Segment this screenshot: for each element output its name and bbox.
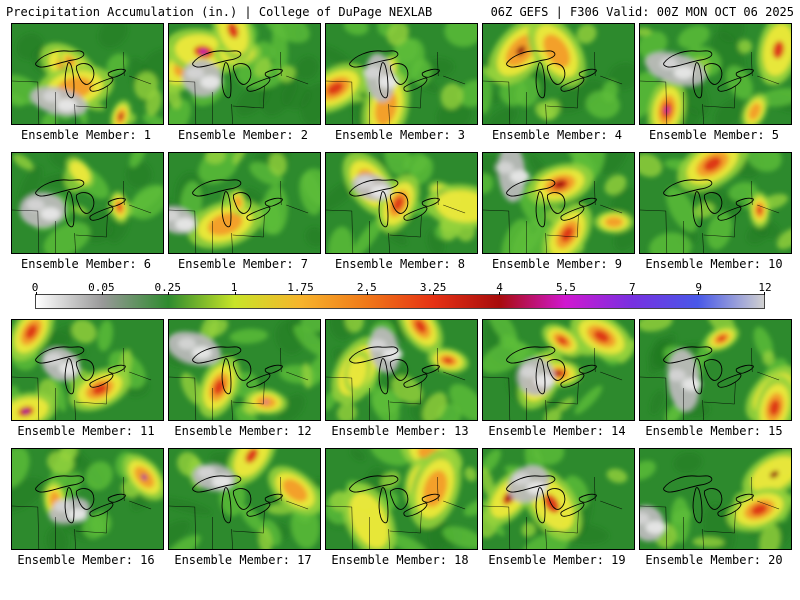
scale-label: 7 <box>628 281 636 294</box>
ensemble-panel-17: Ensemble Member: 17 <box>167 448 321 567</box>
color-scale-labels: 0 0.05 0.25 1 1.75 2.5 3.25 4 5.5 7 9 12 <box>31 281 772 294</box>
ensemble-member-label-11: Ensemble Member: 11 <box>17 424 155 438</box>
precip-map-16 <box>10 448 164 550</box>
color-scale: 0 0.05 0.25 1 1.75 2.5 3.25 4 5.5 7 9 12 <box>31 281 772 309</box>
precip-map-4 <box>481 23 635 125</box>
precip-map-14 <box>481 319 635 421</box>
scale-tick <box>499 292 501 295</box>
ensemble-panel-15: Ensemble Member: 15 <box>638 319 792 438</box>
ensemble-member-label-13: Ensemble Member: 13 <box>331 424 469 438</box>
ensemble-member-label-4: Ensemble Member: 4 <box>491 128 623 142</box>
scale-tick <box>764 292 765 295</box>
precip-map-9 <box>481 152 635 254</box>
ensemble-member-label-12: Ensemble Member: 12 <box>174 424 312 438</box>
ensemble-panel-5: Ensemble Member: 5 <box>638 23 792 142</box>
ensemble-panel-11: Ensemble Member: 11 <box>10 319 164 438</box>
ensemble-panel-19: Ensemble Member: 19 <box>481 448 635 567</box>
scale-tick <box>234 292 236 295</box>
precip-map-6 <box>10 152 164 254</box>
scale-label: 0.25 <box>154 281 181 294</box>
ensemble-member-label-20: Ensemble Member: 20 <box>645 553 783 567</box>
scale-label: 4 <box>496 281 503 294</box>
scale-label: 1.75 <box>287 281 314 294</box>
ensemble-member-label-17: Ensemble Member: 17 <box>174 553 312 567</box>
ensemble-member-label-19: Ensemble Member: 19 <box>488 553 626 567</box>
precip-map-20 <box>638 448 792 550</box>
precip-map-5 <box>638 23 792 125</box>
scale-tick <box>631 292 633 295</box>
color-scale-bar <box>35 292 765 309</box>
ensemble-panel-12: Ensemble Member: 12 <box>167 319 321 438</box>
scale-tick <box>433 292 435 295</box>
ensemble-panel-4: Ensemble Member: 4 <box>481 23 635 142</box>
precip-map-2 <box>167 23 321 125</box>
precip-map-3 <box>324 23 478 125</box>
scale-label: 2.5 <box>356 281 377 294</box>
ensemble-member-label-5: Ensemble Member: 5 <box>648 128 780 142</box>
precip-map-19 <box>481 448 635 550</box>
ensemble-panel-9: Ensemble Member: 9 <box>481 152 635 271</box>
scale-label: 5.5 <box>555 281 576 294</box>
ensemble-row-3: Ensemble Member: 11 Ensemble Member: 12 … <box>5 319 795 438</box>
precip-map-10 <box>638 152 792 254</box>
ensemble-panel-3: Ensemble Member: 3 <box>324 23 478 142</box>
scale-tick <box>697 292 699 295</box>
scale-label: 12 <box>758 281 772 294</box>
ensemble-panel-14: Ensemble Member: 14 <box>481 319 635 438</box>
ensemble-row-2: Ensemble Member: 6 Ensemble Member: 7 En… <box>5 152 795 271</box>
ensemble-row-1: Ensemble Member: 1 Ensemble Member: 2 En… <box>5 23 795 142</box>
ensemble-member-label-15: Ensemble Member: 15 <box>645 424 783 438</box>
ensemble-member-label-8: Ensemble Member: 8 <box>334 257 466 271</box>
scale-label: 0 <box>31 281 39 294</box>
scale-tick <box>36 292 37 295</box>
scale-tick <box>102 292 104 295</box>
ensemble-row-4: Ensemble Member: 16 Ensemble Member: 17 … <box>5 448 795 567</box>
ensemble-member-label-18: Ensemble Member: 18 <box>331 553 469 567</box>
ensemble-panel-1: Ensemble Member: 1 <box>10 23 164 142</box>
ensemble-member-label-7: Ensemble Member: 7 <box>177 257 309 271</box>
precip-map-17 <box>167 448 321 550</box>
scale-label: 9 <box>695 281 702 294</box>
precip-map-15 <box>638 319 792 421</box>
ensemble-panel-13: Ensemble Member: 13 <box>324 319 478 438</box>
ensemble-panel-18: Ensemble Member: 18 <box>324 448 478 567</box>
ensemble-panel-6: Ensemble Member: 6 <box>10 152 164 271</box>
precip-map-18 <box>324 448 478 550</box>
ensemble-member-label-3: Ensemble Member: 3 <box>334 128 466 142</box>
ensemble-panel-2: Ensemble Member: 2 <box>167 23 321 142</box>
scale-label: 1 <box>230 281 238 294</box>
ensemble-member-label-14: Ensemble Member: 14 <box>488 424 626 438</box>
ensemble-panel-10: Ensemble Member: 10 <box>638 152 792 271</box>
header-right-validity: 06Z GEFS | F306 Valid: 00Z MON OCT 06 20… <box>490 5 794 19</box>
ensemble-panel-16: Ensemble Member: 16 <box>10 448 164 567</box>
ensemble-member-label-1: Ensemble Member: 1 <box>20 128 152 142</box>
scale-tick <box>366 292 368 295</box>
precip-map-11 <box>10 319 164 421</box>
precip-map-13 <box>324 319 478 421</box>
precip-map-12 <box>167 319 321 421</box>
ensemble-member-label-2: Ensemble Member: 2 <box>177 128 309 142</box>
ensemble-member-label-10: Ensemble Member: 10 <box>645 257 783 271</box>
precip-map-8 <box>324 152 478 254</box>
scale-tick <box>168 292 170 295</box>
header-left-title: Precipitation Accumulation (in.) | Colle… <box>6 5 433 19</box>
ensemble-grid: Ensemble Member: 1 Ensemble Member: 2 En… <box>0 23 800 567</box>
ensemble-member-label-16: Ensemble Member: 16 <box>17 553 155 567</box>
scale-label: 3.25 <box>419 281 447 294</box>
ensemble-member-label-6: Ensemble Member: 6 <box>20 257 152 271</box>
ensemble-member-label-9: Ensemble Member: 9 <box>491 257 623 271</box>
scale-tick <box>300 292 302 295</box>
header-bar: Precipitation Accumulation (in.) | Colle… <box>0 0 800 23</box>
precip-map-7 <box>167 152 321 254</box>
scale-label: 0.05 <box>88 281 115 294</box>
ensemble-panel-20: Ensemble Member: 20 <box>638 448 792 567</box>
scale-tick <box>565 292 567 295</box>
ensemble-panel-8: Ensemble Member: 8 <box>324 152 478 271</box>
precip-map-1 <box>10 23 164 125</box>
ensemble-panel-7: Ensemble Member: 7 <box>167 152 321 271</box>
